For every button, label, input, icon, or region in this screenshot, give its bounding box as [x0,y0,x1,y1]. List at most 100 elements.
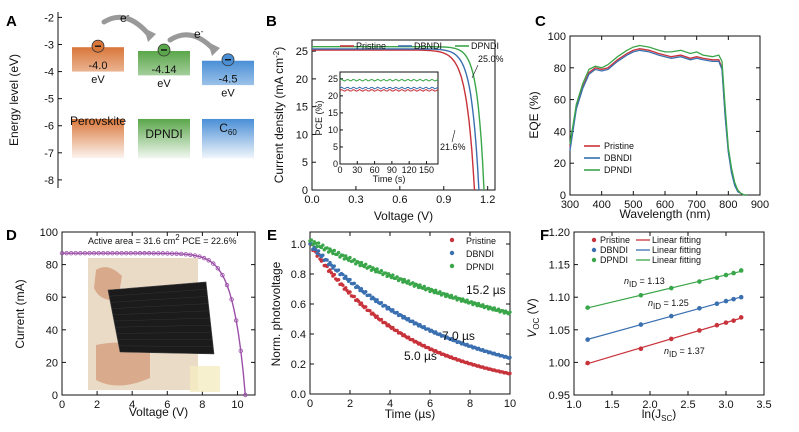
electron-label-1: e- [120,11,130,25]
level-unit: eV [157,78,171,90]
y-tick-label: 1.0 [291,239,306,251]
y-tick-label: 100 [548,31,566,43]
y-axis-label: Energy level (eV) [7,54,21,146]
x-tick-label: 4 [129,399,135,411]
module-cell-line [115,324,211,328]
arrow-head-icon [208,42,220,56]
decay-point-pristine [395,328,399,333]
decay-point-dpndi [422,284,426,289]
eqe-curve-pristine [569,48,748,196]
decay-point-pristine [508,371,512,376]
decay-point-dbndi [321,253,325,257]
iv-point [192,253,198,258]
iv-point [142,251,147,256]
legend-marker [591,257,597,263]
voc-point-dbndi [585,337,590,342]
x-tick-label: 0 [59,399,65,411]
x-tick-label: 3.0 [718,399,733,411]
voc-point-dbndi [738,294,744,300]
x-tick-label: 1.0 [566,399,581,411]
x-tick-label: 8 [467,398,473,410]
iv-point [156,251,161,256]
voc-point-pristine [731,318,736,323]
y-tick-label: 5 [302,157,308,169]
x-tick-label: 0 [307,398,313,410]
y-tick-label: -3 [44,39,54,51]
x-tick-label: 900 [751,199,769,211]
x-tick-label: 800 [719,199,737,211]
x-tick-label: 500 [624,199,642,211]
iv-point [137,251,143,256]
decay-point-pristine [344,286,348,290]
x-tick-label: 8 [199,399,205,411]
voc-point-pristine [723,320,729,325]
iv-point [183,252,188,257]
legend-label: DPNDI [604,165,632,175]
panel-a: A -2 -3 -4 -5 -6 -7 -8 Energy level (eV) -4.0 eV -4… [6,11,254,188]
y-tick-label: 0.4 [291,329,306,341]
solar-module [107,281,215,355]
decay-point-dpndi [316,241,321,245]
iv-point [59,250,65,256]
lifetime-label: 15.2 µs [466,283,506,297]
electron-label-2: e- [194,27,204,41]
y-tick-label: 1.05 [549,325,570,337]
decay-point-dpndi [389,275,394,280]
x-axis-label: Wavelength (nm) [620,207,711,221]
voc-point-pristine [738,315,744,320]
y-tick-label: -8 [44,175,54,187]
iv-point [87,250,92,256]
iv-point [211,261,216,266]
decay-point-dbndi [332,264,336,268]
annotation-label: 21.6% [440,142,466,152]
module-annotation: Active area = 31.6 cm2 PCE = 22.6% [88,233,237,246]
y-tick-label: 60 [46,292,58,304]
material-label: C60 [219,121,237,137]
decay-point-dpndi [469,300,474,304]
inset-y-tick-label: 5 [333,142,338,152]
x-axis-label: Time (µs) [385,407,435,421]
x-tick-label: 10 [231,399,243,411]
iv-point [119,250,124,256]
decay-point-dpndi [325,246,329,250]
plot-frame [311,39,496,191]
x-tick-label: 1.5 [604,399,619,411]
vb-band-1 [138,118,190,159]
decay-point-dpndi [332,248,336,253]
decay-point-dbndi [348,277,352,282]
x-tick-label: 2.0 [642,399,657,411]
decay-point-pristine [375,314,379,318]
ideality-label: nID = 1.13 [624,276,665,289]
decay-point-dpndi [454,295,458,299]
iv-point [68,250,74,256]
decay-point-dpndi [385,274,389,279]
panel-e: E 0 2 4 6 8 10 0.0 0.2 0.4 0.6 0.8 1.0 Time (µs) Norm.… [267,227,516,421]
decay-point-dbndi [359,287,364,291]
y-tick-label: 0.95 [549,390,570,402]
x-tick-label: 0.3 [348,194,363,206]
decay-point-dpndi [481,303,485,307]
decay-point-dpndi [341,253,345,258]
annotation-label: 25.0% [478,54,504,64]
iv-point [243,392,248,398]
x-axis-label: ln(JSC) [642,407,676,423]
panel-f: F 1.0 1.5 2.0 2.5 3.0 3.5 0.95 1.00 1.05 1.10 1.15 1… [525,227,772,423]
inset-y-tick-label: 10 [328,125,338,135]
inset-y-tick-label: 25 [328,74,338,84]
decay-point-dpndi [379,269,384,273]
y-tick-label: 10 [296,129,308,141]
iv-point [64,250,69,256]
legend-label: Pristine [356,41,386,51]
y-tick-label: 0.6 [291,299,306,311]
decay-point-dpndi [395,275,399,279]
iv-point [224,282,230,288]
iv-point [174,251,179,256]
decay-point-dpndi [384,271,388,275]
module-cell-line [109,288,207,297]
decay-point-dpndi [359,260,364,265]
panel-letter-b: B [266,13,277,30]
decay-point-dbndi [341,272,345,277]
voc-point-dpndi [714,275,720,280]
